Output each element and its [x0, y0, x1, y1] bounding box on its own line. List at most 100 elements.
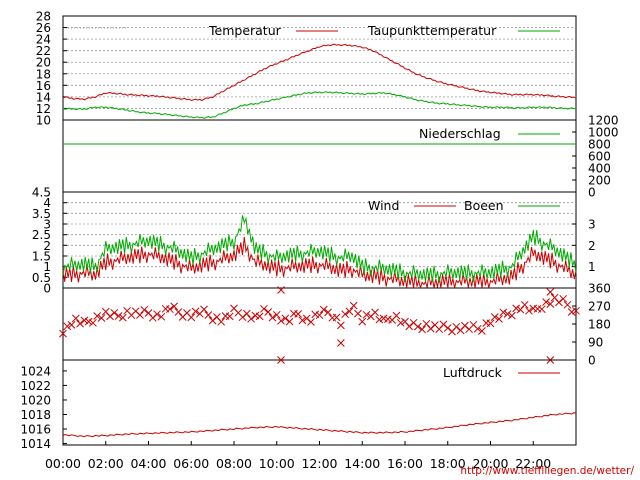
legend-label: Boeen	[464, 198, 504, 213]
x-tick-label: 02:00	[88, 456, 124, 471]
direction-point	[255, 312, 264, 321]
y-tick-label: 3.5	[32, 207, 51, 221]
right-tick-label: 90	[588, 336, 603, 350]
direction-point	[118, 313, 127, 322]
y-tick-label: 24	[36, 33, 51, 47]
direction-point	[285, 317, 294, 326]
series-Boeen	[62, 215, 577, 283]
legend-label: Niederschlag	[419, 126, 501, 141]
right-tick-label: 2	[588, 239, 596, 253]
direction-point	[332, 313, 341, 322]
direction-point	[63, 322, 72, 331]
direction-point	[542, 298, 550, 306]
direction-point	[341, 310, 350, 319]
direction-point	[396, 318, 405, 327]
y-tick-label: 14	[36, 90, 51, 104]
y-tick-label: 12	[36, 102, 51, 116]
direction-point	[315, 311, 324, 320]
direction-point	[157, 312, 166, 321]
right-tick-label: 270	[588, 300, 611, 314]
direction-point	[324, 308, 332, 317]
y-tick-label: 1018	[20, 408, 51, 422]
x-tick-label: 10:00	[259, 456, 295, 471]
right-tick-label: 400	[588, 162, 611, 176]
y-tick-label: 18	[36, 67, 51, 81]
direction-point	[93, 312, 102, 320]
y-tick-label: 10	[36, 114, 51, 128]
direction-point	[260, 304, 268, 313]
direction-point	[486, 319, 495, 328]
right-tick-label: 180	[588, 318, 611, 332]
y-tick-label: 2.5	[32, 228, 51, 242]
direction-point	[572, 306, 580, 315]
direction-point	[345, 307, 354, 316]
footer-url[interactable]: http://www.tiefflliegen.de/wetter/	[460, 465, 634, 477]
x-tick-label: 06:00	[173, 456, 209, 471]
direction-point	[512, 304, 521, 313]
direction-point	[277, 286, 285, 294]
legend: Niederschlag	[419, 126, 560, 141]
y-tick-label: 0.5	[32, 271, 51, 285]
direction-point	[294, 310, 302, 318]
right-tick-label: 1	[588, 260, 596, 274]
direction-point	[140, 305, 149, 314]
direction-point	[225, 312, 234, 321]
y-tick-label: 22	[36, 44, 51, 58]
wind-direction-marks	[59, 286, 580, 364]
right-tick-label: 600	[588, 150, 611, 164]
direction-point	[490, 313, 499, 321]
direction-point	[563, 300, 572, 309]
x-tick-label: 16:00	[387, 456, 423, 471]
direction-point	[473, 324, 482, 333]
x-tick-label: 14:00	[344, 456, 380, 471]
direction-point	[264, 308, 273, 316]
right-tick-label: 1000	[588, 126, 619, 140]
y-tick-label: 20	[36, 56, 51, 70]
direction-point	[71, 314, 80, 323]
series-line	[62, 43, 577, 102]
direction-point	[337, 321, 345, 330]
direction-point	[277, 316, 285, 325]
direction-point	[97, 314, 106, 322]
y-tick-label: 1024	[20, 364, 51, 378]
direction-point	[298, 316, 307, 325]
x-tick-label: 18:00	[430, 456, 466, 471]
series-Temperatur	[62, 43, 577, 102]
series-Wind	[62, 237, 577, 289]
direction-point	[110, 308, 119, 317]
right-tick-label: 800	[588, 138, 611, 152]
legend-label: Taupunkttemperatur	[367, 23, 497, 38]
direction-point	[84, 317, 93, 326]
direction-point	[166, 305, 174, 314]
direction-point	[546, 300, 555, 308]
y-tick-label: 1.5	[32, 250, 51, 264]
x-axis: 00:00 02:00 04:00 06:00 08:00 10:00 12:00 14:00…	[45, 441, 551, 471]
series-line	[62, 215, 577, 283]
direction-point	[499, 308, 508, 317]
direction-point	[268, 313, 277, 322]
direction-point	[67, 321, 76, 329]
direction-point	[567, 308, 576, 316]
direction-point	[89, 318, 97, 327]
y-tick-label: 16	[36, 79, 51, 93]
direction-point	[76, 319, 84, 328]
direction-point	[247, 314, 255, 323]
y-tick-label: 1020	[20, 393, 51, 407]
right-tick-label: 200	[588, 174, 611, 188]
direction-point	[537, 305, 546, 314]
direction-point	[174, 308, 183, 316]
direction-point	[392, 311, 401, 320]
y-tick-label: 3	[43, 218, 51, 232]
direction-point	[358, 317, 367, 326]
right-tick-label: 360	[588, 282, 611, 296]
direction-point	[136, 311, 144, 319]
direction-point	[546, 356, 555, 364]
right-tick-label: 0	[588, 186, 596, 200]
y-tick-label: 1022	[20, 379, 51, 393]
x-tick-label: 04:00	[130, 456, 166, 471]
legend: Wind Boeen	[368, 198, 560, 213]
legend-label: Wind	[368, 198, 399, 213]
